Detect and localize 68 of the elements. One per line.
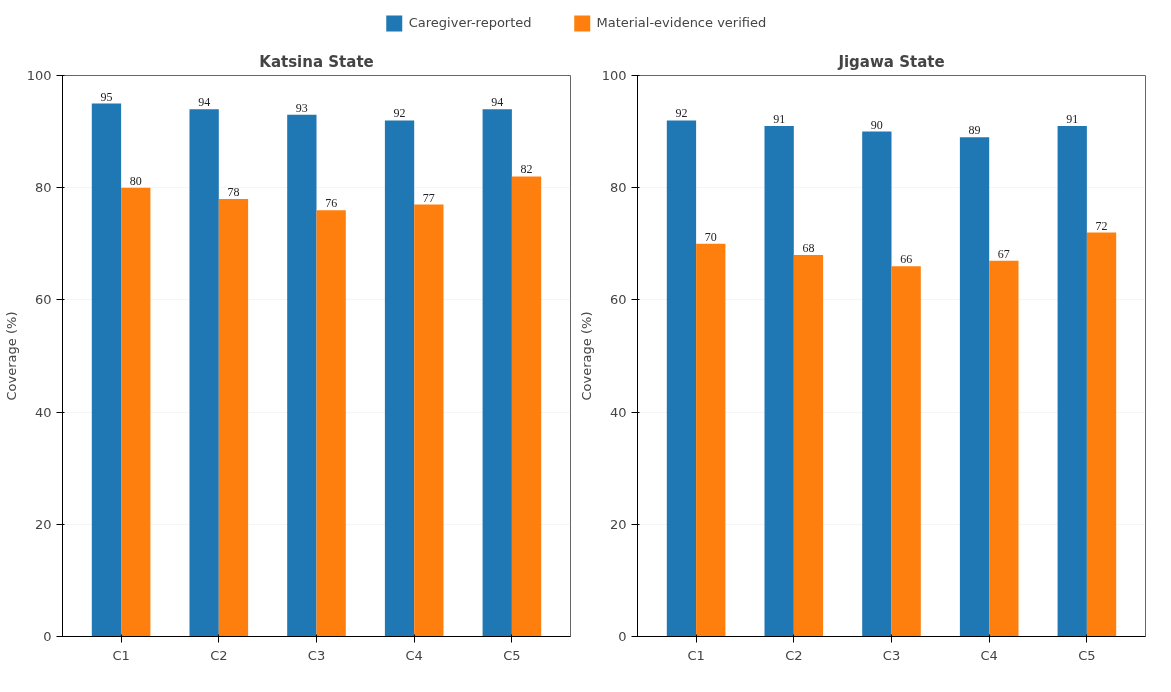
x-tick-label: C3 bbox=[307, 647, 326, 663]
data-label: 67 bbox=[997, 246, 1010, 261]
y-tick-label: 60 bbox=[609, 292, 627, 308]
data-label: 91 bbox=[773, 111, 786, 126]
y-axis-title: Coverage (%) bbox=[578, 311, 594, 401]
bar bbox=[959, 137, 990, 637]
bar bbox=[862, 131, 892, 637]
data-label: 77 bbox=[422, 190, 435, 205]
y-tick-label: 20 bbox=[34, 516, 52, 532]
bar bbox=[989, 260, 1019, 637]
x-tick-label: C1 bbox=[112, 647, 130, 663]
bar bbox=[1057, 125, 1087, 637]
bar bbox=[287, 114, 317, 637]
bar bbox=[1086, 232, 1117, 637]
x-tick-label: C3 bbox=[882, 647, 901, 663]
data-label: 93 bbox=[295, 100, 308, 115]
y-tick-label: 0 bbox=[43, 629, 52, 644]
data-label: 68 bbox=[802, 241, 815, 256]
bar bbox=[384, 120, 415, 637]
data-label: 72 bbox=[1095, 218, 1108, 233]
bar bbox=[414, 204, 444, 637]
data-label: 70 bbox=[704, 229, 717, 244]
x-tick-label: C2 bbox=[785, 647, 803, 663]
data-label: 82 bbox=[520, 162, 533, 177]
data-label: 80 bbox=[129, 173, 142, 188]
data-label: 92 bbox=[675, 106, 688, 121]
bar bbox=[121, 187, 151, 637]
bar bbox=[891, 266, 921, 637]
bar bbox=[316, 210, 346, 637]
y-tick-label: 0 bbox=[618, 629, 627, 644]
bar bbox=[764, 125, 794, 637]
legend-label: Material-evidence verified bbox=[596, 15, 767, 30]
bar bbox=[482, 109, 512, 637]
data-label: 78 bbox=[227, 184, 240, 199]
y-tick-label: 40 bbox=[609, 404, 627, 420]
data-label: 91 bbox=[1066, 111, 1079, 126]
x-tick-label: C2 bbox=[210, 647, 228, 663]
x-tick-label: C5 bbox=[503, 647, 521, 663]
bar bbox=[511, 176, 542, 637]
chart-title: Jigawa State bbox=[837, 52, 945, 71]
data-label: 66 bbox=[900, 252, 913, 267]
y-tick-label: 40 bbox=[34, 404, 52, 420]
y-tick-label: 100 bbox=[26, 68, 52, 83]
bar bbox=[666, 120, 697, 637]
bar bbox=[91, 103, 122, 637]
y-tick-label: 80 bbox=[34, 180, 52, 196]
x-tick-label: C1 bbox=[687, 647, 705, 663]
legend-label: Caregiver-reported bbox=[408, 15, 532, 30]
data-label: 92 bbox=[393, 106, 406, 121]
y-tick-label: 100 bbox=[601, 68, 627, 83]
data-label: 76 bbox=[325, 196, 338, 211]
x-tick-label: C4 bbox=[980, 647, 998, 663]
bar bbox=[218, 198, 249, 637]
y-tick-label: 80 bbox=[609, 180, 627, 196]
data-label: 94 bbox=[198, 95, 211, 110]
data-label: 89 bbox=[968, 123, 981, 138]
bar bbox=[189, 109, 219, 637]
data-label: 94 bbox=[491, 95, 504, 110]
y-axis-title: Coverage (%) bbox=[3, 311, 19, 401]
bar bbox=[696, 243, 726, 637]
x-tick-label: C4 bbox=[405, 647, 423, 663]
y-tick-label: 60 bbox=[34, 292, 52, 308]
x-tick-label: C5 bbox=[1078, 647, 1096, 663]
data-label: 90 bbox=[870, 117, 883, 132]
bar bbox=[793, 255, 824, 637]
chart-title: Katsina State bbox=[259, 52, 374, 71]
data-label: 95 bbox=[100, 89, 113, 104]
y-tick-label: 20 bbox=[609, 516, 627, 532]
